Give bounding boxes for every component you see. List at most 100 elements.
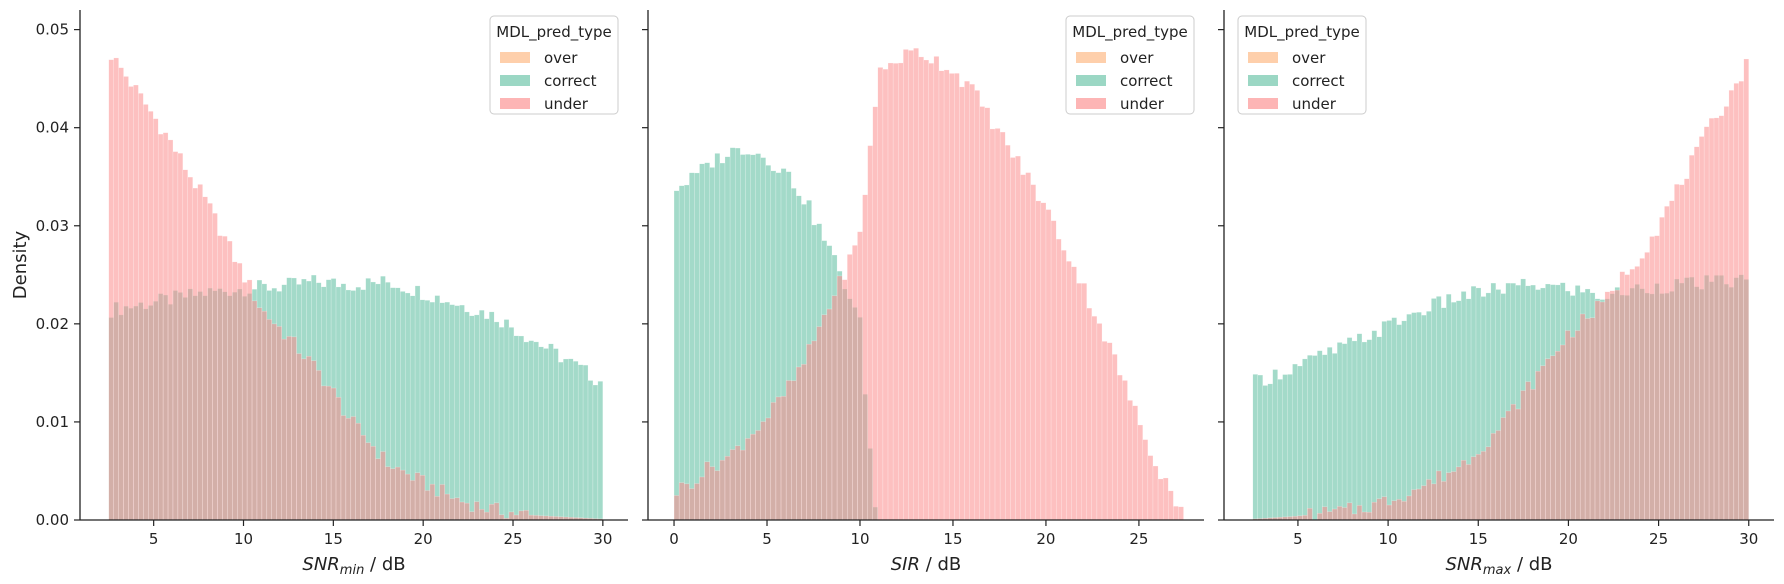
bar-under [148,111,154,521]
bar-under [1112,354,1118,521]
bar-correct [673,190,680,521]
bar-under [172,151,179,521]
bar-under [1401,501,1407,521]
bar-under [760,421,766,521]
bar-correct [523,341,529,521]
bar-under [1381,496,1387,521]
bar-under [370,446,376,521]
bar-under [1426,479,1432,521]
bar-under [673,495,680,521]
legend-swatch-over [1076,52,1106,63]
bar-under [424,490,431,521]
bar-under [678,482,685,521]
bar-under [1446,472,1452,521]
x-tick-label: 15 [1469,530,1488,548]
bar-under [1475,454,1482,521]
bar-under [1713,117,1720,521]
bar-under [1117,374,1123,521]
bar-correct [434,295,440,521]
bar-under [1589,317,1596,521]
bar-under [157,133,164,521]
bar-under [360,435,366,521]
bar-under [714,470,721,521]
bar-under [765,417,772,521]
bar-under [979,106,986,521]
bar-under [286,336,292,521]
bar-under [108,59,114,521]
bar-correct [568,358,574,521]
bar-under [1505,410,1511,521]
bar-under [464,502,470,521]
bar-under [212,213,218,521]
x-tick-label: 5 [762,530,772,548]
bar-under [780,396,787,521]
bar-under [1733,83,1740,521]
legend-label-under: under [1292,95,1337,113]
bar-under [709,466,715,521]
bar-under [113,57,119,521]
bar-under [745,438,751,521]
bar-under [1629,268,1635,521]
bar-correct [1356,333,1363,521]
legend-frame [1065,15,1195,115]
legend-swatch-correct [1076,75,1106,86]
bar-under [1609,290,1616,521]
bar-under [1520,390,1526,521]
x-axis-label-base: SNR [1445,554,1482,575]
bar-under [118,67,124,521]
bar-under [1005,144,1011,521]
bar-under [1550,355,1556,521]
bar-under [989,128,996,521]
x-tick-label: 10 [1379,530,1398,548]
bar-under [177,153,184,521]
bar-under [385,466,391,521]
bar-under [325,385,332,521]
bar-under [266,319,272,521]
bar-under [1137,424,1143,521]
bar-under [1055,238,1062,521]
bar-under [1451,471,1457,521]
bar-correct [1381,321,1387,521]
bar-under [1066,261,1072,521]
bar-under [1061,250,1067,521]
bar-under [826,308,833,521]
bar-correct [1307,355,1313,521]
bar-correct [699,163,705,521]
bar-under [1091,316,1098,521]
bar-under [434,496,440,521]
bar-correct [1327,347,1333,521]
bar-under [928,63,935,521]
bar-under [1050,220,1057,521]
bar-under [355,422,361,521]
bar-under [724,456,731,521]
bar-under [316,370,322,521]
x-tick-label: 20 [414,530,433,548]
bar-under [791,380,797,521]
bar-correct [444,301,450,521]
bar-correct [469,315,475,521]
bar-under [330,387,337,521]
bar-under [380,451,386,521]
bar-under [138,93,144,521]
bar-under [1455,466,1462,521]
bar-under [1376,498,1382,521]
bar-under [508,511,515,521]
bar-under [796,366,802,521]
bar-under [734,445,741,521]
bar-correct [518,335,524,521]
bar-correct [563,358,569,521]
bar-correct [1401,320,1407,521]
bar-under [1495,430,1501,521]
bar-under [498,514,505,521]
bar-under [948,73,955,521]
bar-under [523,510,529,521]
bar-under [1694,146,1700,521]
bar-under [409,480,416,521]
bar-under [1728,90,1735,521]
bar-under [1086,307,1093,521]
bar-correct [1386,320,1392,521]
bar-under [984,107,991,521]
